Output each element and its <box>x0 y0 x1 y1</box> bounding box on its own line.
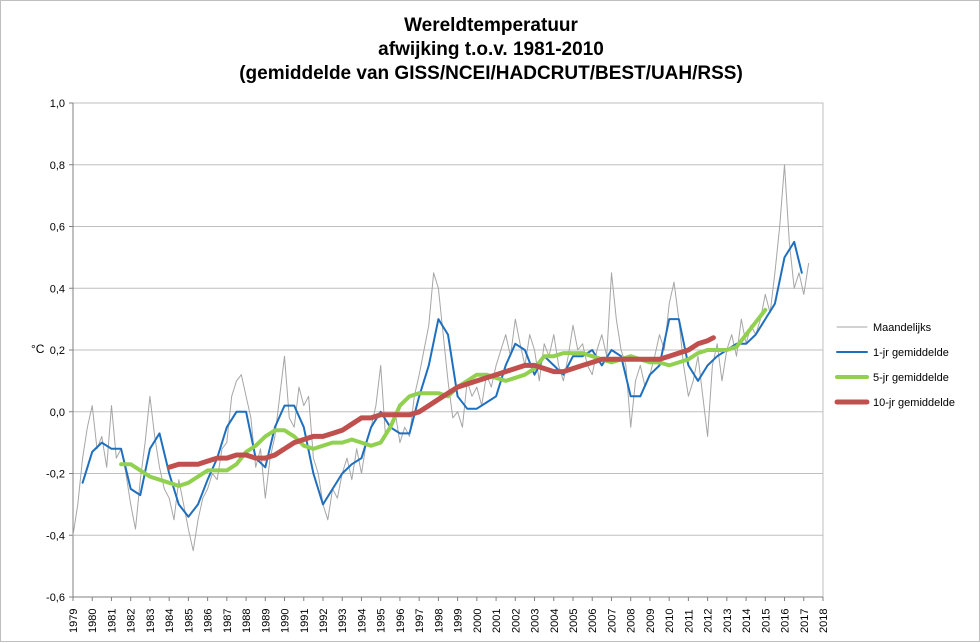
y-tick-label: 0,4 <box>50 283 65 295</box>
x-tick-label: 1999 <box>453 609 465 633</box>
x-tick-label: 1979 <box>68 609 80 633</box>
series-lines <box>72 164 810 552</box>
x-tick-label: 1988 <box>241 609 253 633</box>
y-tick-label: -0,2 <box>46 469 65 481</box>
x-tick-label: 1981 <box>106 609 118 633</box>
chart-title-line-1: Wereldtemperatuur <box>404 15 578 36</box>
y-tick-label: 1,0 <box>50 98 65 110</box>
series-line-1 <box>72 164 810 552</box>
legend-label-2: 1-jr gemiddelde <box>873 347 949 359</box>
x-tick-label: 1990 <box>280 609 292 633</box>
y-tick-label: -0,4 <box>46 530 65 542</box>
x-tick-label: 2005 <box>568 609 580 633</box>
x-tick-label: 1993 <box>337 609 349 633</box>
y-tick-label: 0,8 <box>50 160 65 172</box>
y-tick-label: 0,2 <box>50 345 65 357</box>
x-tick-label: 1987 <box>222 609 234 633</box>
y-tick-label: -0,6 <box>46 592 65 604</box>
series-line-2 <box>81 240 803 518</box>
x-tick-label: 1992 <box>318 609 330 633</box>
chart-title-line-3: (gemiddelde van GISS/NCEI/HADCRUT/BEST/U… <box>239 63 743 84</box>
x-tick-label: 1995 <box>376 609 388 633</box>
x-tick-label: 1984 <box>164 609 176 633</box>
x-tick-label: 1996 <box>395 609 407 633</box>
x-tick-label: 2016 <box>780 609 792 633</box>
x-tick-label: 2014 <box>741 609 753 633</box>
legend-label-1: Maandelijks <box>873 322 932 334</box>
x-tick-label: 2007 <box>606 609 618 633</box>
chart-title-line-2: afwijking t.o.v. 1981-2010 <box>378 39 604 60</box>
x-tick-label: 1991 <box>299 609 311 633</box>
y-tick-label: 0,0 <box>50 407 65 419</box>
x-tick-label: 1985 <box>183 609 195 633</box>
legend: Maandelijks 1-jr gemiddelde 5-jr gemiddeld… <box>834 322 955 409</box>
x-tick-label: 1980 <box>87 609 99 633</box>
x-tick-label: 2003 <box>530 609 542 633</box>
legend-label-3: 5-jr gemiddelde <box>873 372 949 384</box>
x-tick-label: 2002 <box>510 609 522 633</box>
legend-label-4: 10-jr gemiddelde <box>873 397 955 409</box>
x-tick-label: 2009 <box>645 609 657 633</box>
x-tick-label: 2001 <box>491 609 503 633</box>
x-tick-label: 2000 <box>472 609 484 633</box>
x-tick-label: 2012 <box>703 609 715 633</box>
x-tick-label: 1982 <box>126 609 138 633</box>
x-tick-label: 2011 <box>683 609 695 633</box>
x-tick-label: 1998 <box>433 609 445 633</box>
x-tick-label: 2006 <box>587 609 599 633</box>
x-tick-label: 1997 <box>414 609 426 633</box>
y-axis-title: °C <box>31 342 45 356</box>
x-tick-label: 1994 <box>356 609 368 633</box>
x-tick-label: 1989 <box>260 609 272 633</box>
axes: -0,6 -0,4 -0,2 0,0 0,2 0,4 0,6 0,8 1,0 1979 1980 19… <box>46 98 830 633</box>
x-tick-label: 1986 <box>203 609 215 633</box>
y-tick-label: 0,6 <box>50 222 65 234</box>
x-tick-label: 2015 <box>760 609 772 633</box>
x-tick-label: 2008 <box>626 609 638 633</box>
series-line-4 <box>166 335 716 470</box>
x-tick-label: 2004 <box>549 609 561 633</box>
x-tick-label: 2018 <box>818 609 830 633</box>
x-tick-label: 2013 <box>722 609 734 633</box>
chart-title: Wereldtemperatuur afwijking t.o.v. 1981-… <box>239 15 743 84</box>
x-tick-label: 2017 <box>799 609 811 633</box>
x-tick-label: 2010 <box>664 609 676 633</box>
x-tick-label: 1983 <box>145 609 157 633</box>
